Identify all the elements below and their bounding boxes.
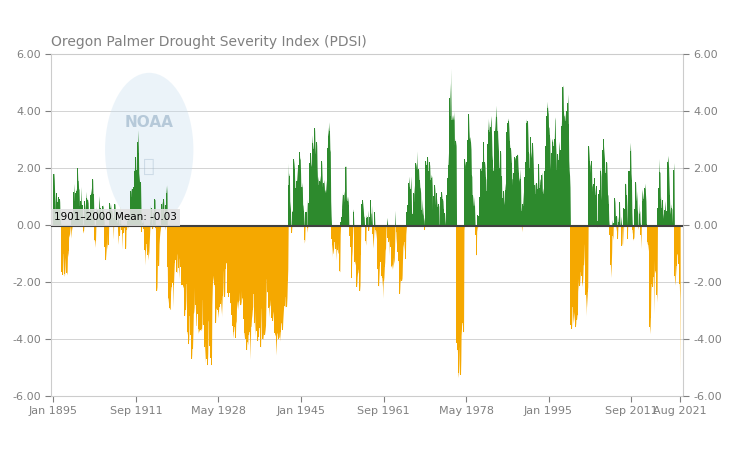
Text: NOAA: NOAA xyxy=(125,115,174,130)
Ellipse shape xyxy=(105,73,194,227)
Text: Oregon Palmer Drought Severity Index (PDSI): Oregon Palmer Drought Severity Index (PD… xyxy=(51,35,367,49)
Text: 1901–2000 Mean: -0.03: 1901–2000 Mean: -0.03 xyxy=(54,212,177,222)
Text: 🌊: 🌊 xyxy=(143,158,155,176)
